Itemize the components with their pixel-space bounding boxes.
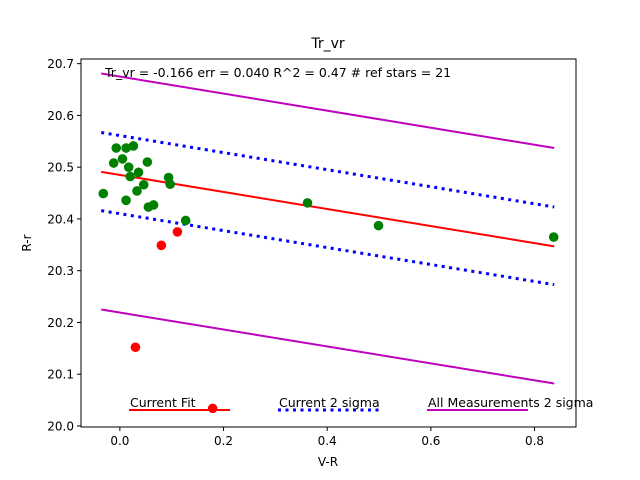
reference-star-point <box>98 188 109 199</box>
chart-title: Tr_vr <box>310 36 345 52</box>
rejected-star-point <box>172 227 183 237</box>
x-tick-label: 0.4 <box>318 434 337 448</box>
reference-star-point <box>117 154 128 164</box>
y-tick-label: 20.2 <box>47 316 74 330</box>
x-tick-label: 0.6 <box>421 434 440 448</box>
all-measurements-2-sigma-upper-line <box>101 72 555 150</box>
rejected-star-point <box>156 240 167 251</box>
current-2-sigma-upper-line <box>100 131 555 209</box>
reference-star-point <box>133 167 144 178</box>
x-tick-label: 0.0 <box>110 434 129 448</box>
reference-star-point <box>548 232 559 242</box>
reference-star-point <box>123 162 134 172</box>
reference-star-point <box>111 143 122 153</box>
axis-ticks: 0.0 0.2 0.4 0.6 0.8 20.0 20.1 20.2 20.3 20.4 20.5 2… <box>47 57 544 448</box>
y-tick-label: 20.4 <box>47 212 74 226</box>
reference-star-point <box>121 143 131 153</box>
y-tick-label: 20.5 <box>47 161 74 175</box>
reference-star-point <box>373 220 384 231</box>
fit-annotation: Tr_vr = -0.166 err = 0.040 R^2 = 0.47 # … <box>104 65 451 80</box>
series-group <box>98 72 559 414</box>
legend-label: Current Fit <box>130 395 196 410</box>
x-tick-label: 0.8 <box>525 434 544 448</box>
y-tick-label: 20.0 <box>47 419 74 433</box>
y-tick-label: 20.6 <box>47 109 74 123</box>
reference-star-point <box>125 171 136 182</box>
reference-star-point <box>148 200 159 210</box>
reference-star-point <box>108 158 119 168</box>
x-axis-label: V-R <box>318 455 338 469</box>
y-tick-label: 20.3 <box>47 264 74 278</box>
y-axis-label: R-r <box>20 234 34 251</box>
reference-star-point <box>180 215 191 226</box>
legend-label: Current 2 sigma <box>279 395 380 410</box>
all-measurements-2-sigma-lower-line <box>101 308 555 385</box>
axes-border <box>80 58 577 428</box>
plot-area <box>98 72 559 414</box>
axes-frame <box>80 58 577 428</box>
reference-star-point <box>302 198 313 208</box>
reference-star-point <box>121 195 131 206</box>
current-2-sigma-lower-line <box>100 209 555 287</box>
legend: Current Fit Current 2 sigma All Measuremen… <box>129 395 593 412</box>
y-tick-label: 20.1 <box>47 368 74 382</box>
rejected-star-point <box>130 342 141 353</box>
current-fit-line <box>101 170 555 248</box>
legend-label: All Measurements 2 sigma <box>428 395 593 410</box>
reference-star-point <box>142 157 153 167</box>
y-tick-label: 20.7 <box>47 57 74 71</box>
rejected-star-point <box>207 403 218 414</box>
reference-star-point <box>128 141 139 151</box>
reference-star-point <box>138 179 149 190</box>
reference-star-point <box>132 186 142 196</box>
reference-star-point <box>165 179 175 190</box>
x-tick-label: 0.2 <box>214 434 233 448</box>
